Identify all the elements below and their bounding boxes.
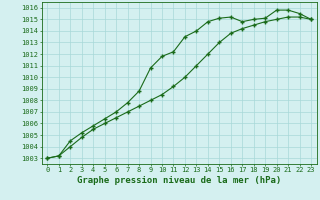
X-axis label: Graphe pression niveau de la mer (hPa): Graphe pression niveau de la mer (hPa) (77, 176, 281, 185)
